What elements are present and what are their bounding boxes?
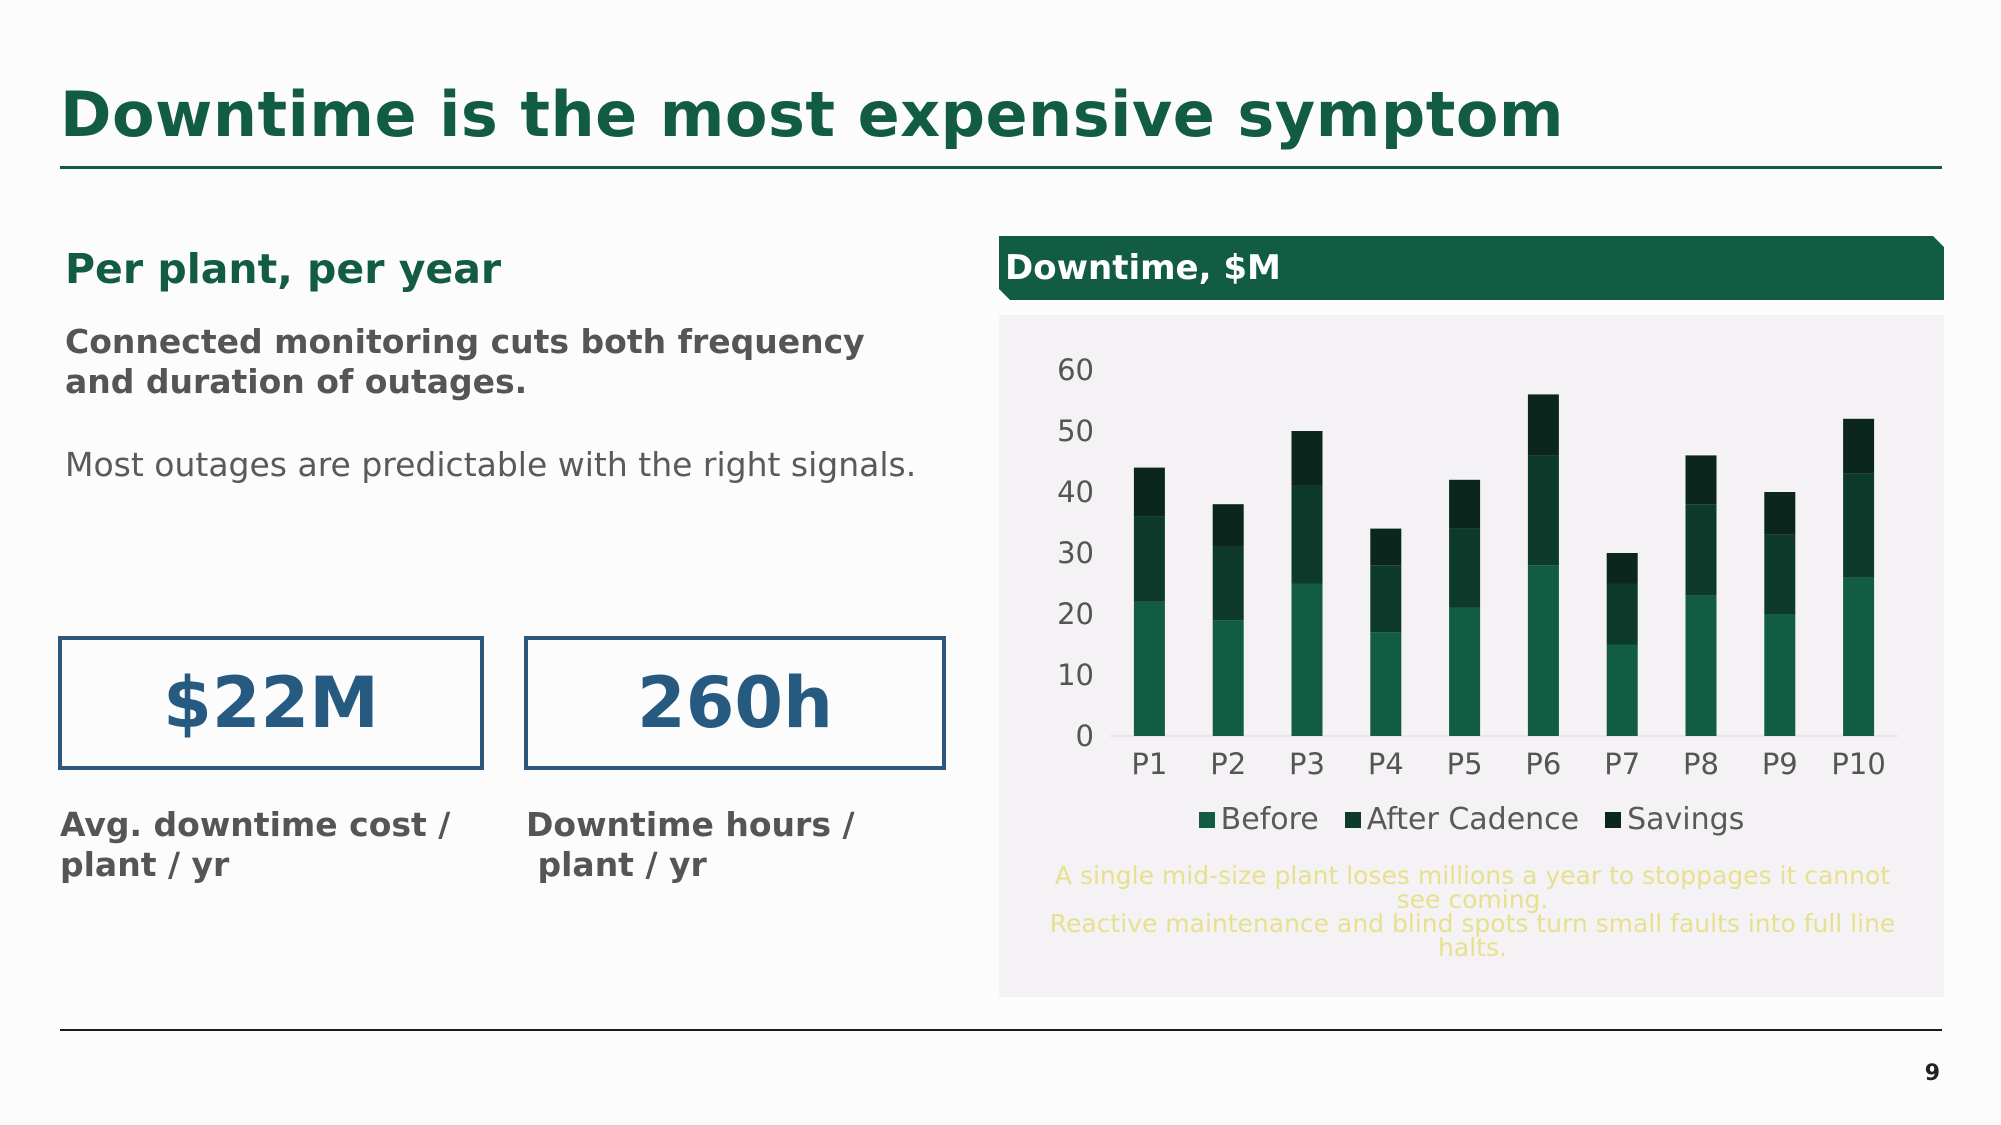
y-tick-label: 60: [1057, 353, 1094, 387]
legend-swatch-after-cadence: [1344, 811, 1361, 828]
y-tick-label: 40: [1057, 475, 1094, 509]
bar-after-cadence-p7: [1606, 583, 1638, 645]
bar-before-p6: [1527, 565, 1559, 736]
y-tick-label: 20: [1057, 597, 1094, 631]
bar-savings-p10: [1843, 418, 1875, 474]
bar-before-p1: [1133, 601, 1165, 736]
section-subtitle: Per plant, per year: [65, 245, 502, 293]
bar-before-p2: [1212, 620, 1244, 736]
legend-label-before: Before: [1220, 802, 1319, 837]
chart-header-bar: Downtime, $M: [999, 236, 1944, 300]
chart-legend: Before After Cadence Savings: [999, 802, 1944, 837]
chart-header-title: Downtime, $M: [1005, 248, 1281, 288]
bar-savings-p3: [1291, 431, 1323, 486]
x-tick-label-p9: P9: [1762, 747, 1798, 781]
bar-after-cadence-p3: [1291, 485, 1323, 584]
kpi-downtime-hours-value: 260h: [637, 662, 833, 744]
bar-after-cadence-p9: [1764, 534, 1796, 614]
bar-after-cadence-p5: [1449, 528, 1481, 608]
lead-text: Connected monitoring cuts both frequency…: [65, 322, 865, 401]
bar-before-p9: [1764, 614, 1796, 736]
kpi-downtime-hours: 260h: [524, 636, 946, 770]
bar-before-p4: [1370, 632, 1402, 736]
bar-after-cadence-p6: [1527, 455, 1559, 566]
legend-item-savings: Savings: [1605, 802, 1744, 837]
bar-after-cadence-p8: [1685, 504, 1717, 596]
bar-before-p10: [1843, 577, 1875, 736]
bar-before-p5: [1449, 607, 1481, 736]
legend-item-after-cadence: After Cadence: [1344, 802, 1580, 837]
bar-savings-p6: [1527, 394, 1559, 456]
bar-after-cadence-p4: [1370, 565, 1402, 633]
x-tick-label-p7: P7: [1604, 747, 1640, 781]
kpi-downtime-hours-label: Downtime hours / plant / yr: [526, 805, 855, 884]
y-tick-label: 30: [1057, 536, 1094, 570]
kpi-downtime-cost: $22M: [58, 636, 484, 770]
footer-divider: [60, 1029, 1942, 1031]
kpi-downtime-cost-value: $22M: [163, 662, 379, 744]
note-text: Most outages are predictable with the ri…: [65, 445, 917, 484]
chart-caption: A single mid-size plant loses millions a…: [1035, 861, 1910, 962]
bar-savings-p1: [1133, 467, 1165, 517]
slide-title: Downtime is the most expensive symptom: [60, 78, 1565, 151]
x-tick-label-p6: P6: [1525, 747, 1561, 781]
bar-after-cadence-p2: [1212, 546, 1244, 621]
x-tick-label-p1: P1: [1131, 747, 1167, 781]
x-tick-label-p8: P8: [1683, 747, 1719, 781]
legend-swatch-savings: [1605, 811, 1622, 828]
bar-savings-p9: [1764, 492, 1796, 535]
page-number: 9: [1924, 1061, 1940, 1086]
x-tick-label-p2: P2: [1210, 747, 1246, 781]
legend-item-before: Before: [1198, 802, 1319, 837]
bar-savings-p5: [1449, 479, 1481, 529]
y-tick-label: 10: [1057, 658, 1094, 692]
x-tick-label-p10: P10: [1831, 747, 1885, 781]
bar-savings-p4: [1370, 528, 1402, 566]
legend-swatch-before: [1198, 811, 1215, 828]
legend-label-savings: Savings: [1627, 802, 1745, 837]
caption-line-1: A single mid-size plant loses millions a…: [1054, 861, 1891, 914]
y-tick-label: 0: [1076, 719, 1094, 753]
x-tick-label-p4: P4: [1368, 747, 1404, 781]
kpi-downtime-cost-label: Avg. downtime cost / plant / yr: [60, 805, 451, 884]
bar-savings-p2: [1212, 504, 1244, 547]
x-tick-label-p3: P3: [1289, 747, 1325, 781]
caption-line-2: Reactive maintenance and blind spots tur…: [1049, 909, 1896, 962]
y-tick-label: 50: [1057, 414, 1094, 448]
x-tick-label-p5: P5: [1447, 747, 1483, 781]
bar-after-cadence-p1: [1133, 516, 1165, 602]
bar-before-p7: [1606, 644, 1638, 736]
title-divider: [60, 166, 1942, 169]
bar-after-cadence-p10: [1843, 473, 1875, 578]
bar-before-p3: [1291, 583, 1323, 736]
bar-savings-p8: [1685, 455, 1717, 505]
bar-before-p8: [1685, 595, 1717, 736]
bar-savings-p7: [1606, 553, 1638, 584]
legend-label-after-cadence: After Cadence: [1366, 802, 1580, 837]
